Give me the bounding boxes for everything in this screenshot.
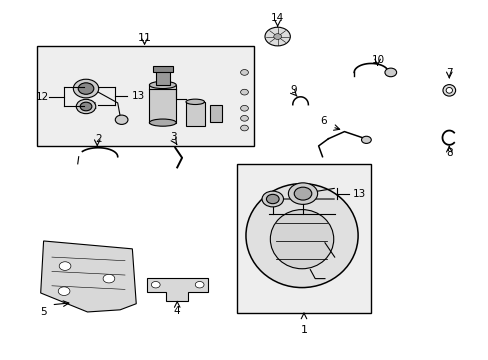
Text: 1: 1 — [300, 325, 307, 335]
Polygon shape — [41, 241, 136, 312]
Circle shape — [78, 83, 94, 94]
Ellipse shape — [185, 99, 204, 104]
Bar — [210, 105, 222, 122]
Circle shape — [288, 183, 317, 204]
Bar — [149, 85, 176, 123]
Text: 3: 3 — [170, 132, 177, 142]
Ellipse shape — [149, 119, 176, 126]
Ellipse shape — [442, 85, 455, 96]
Bar — [185, 102, 204, 126]
Ellipse shape — [240, 116, 248, 121]
Circle shape — [103, 274, 115, 283]
Text: 4: 4 — [174, 306, 180, 316]
Text: 9: 9 — [289, 85, 296, 95]
Bar — [153, 66, 172, 72]
Circle shape — [266, 194, 279, 204]
Bar — [237, 164, 370, 313]
Circle shape — [262, 191, 283, 207]
Circle shape — [59, 262, 71, 270]
Circle shape — [80, 102, 92, 111]
Ellipse shape — [240, 69, 248, 75]
Text: 14: 14 — [270, 13, 284, 23]
Circle shape — [294, 187, 311, 200]
Circle shape — [58, 287, 70, 296]
Bar — [156, 69, 170, 85]
Text: 5: 5 — [40, 307, 47, 317]
Circle shape — [384, 68, 396, 77]
Text: 11: 11 — [137, 33, 151, 43]
Text: 2: 2 — [95, 134, 102, 144]
Circle shape — [264, 27, 290, 46]
Text: 7: 7 — [445, 68, 452, 78]
Ellipse shape — [240, 105, 248, 111]
Circle shape — [195, 282, 203, 288]
Text: 12: 12 — [36, 92, 49, 102]
Circle shape — [73, 79, 99, 98]
Ellipse shape — [149, 81, 176, 89]
Ellipse shape — [240, 125, 248, 131]
Circle shape — [361, 136, 370, 143]
Text: 6: 6 — [320, 116, 326, 126]
Text: 13: 13 — [131, 91, 144, 102]
Text: 13: 13 — [352, 189, 365, 199]
Ellipse shape — [445, 87, 451, 93]
Circle shape — [151, 282, 160, 288]
Polygon shape — [147, 278, 207, 301]
Text: 8: 8 — [445, 148, 452, 158]
Bar — [37, 45, 254, 146]
Text: 10: 10 — [371, 55, 385, 65]
Circle shape — [76, 99, 96, 114]
Circle shape — [115, 115, 128, 125]
Circle shape — [273, 34, 281, 40]
Ellipse shape — [240, 89, 248, 95]
Ellipse shape — [270, 210, 333, 269]
Ellipse shape — [245, 184, 357, 288]
